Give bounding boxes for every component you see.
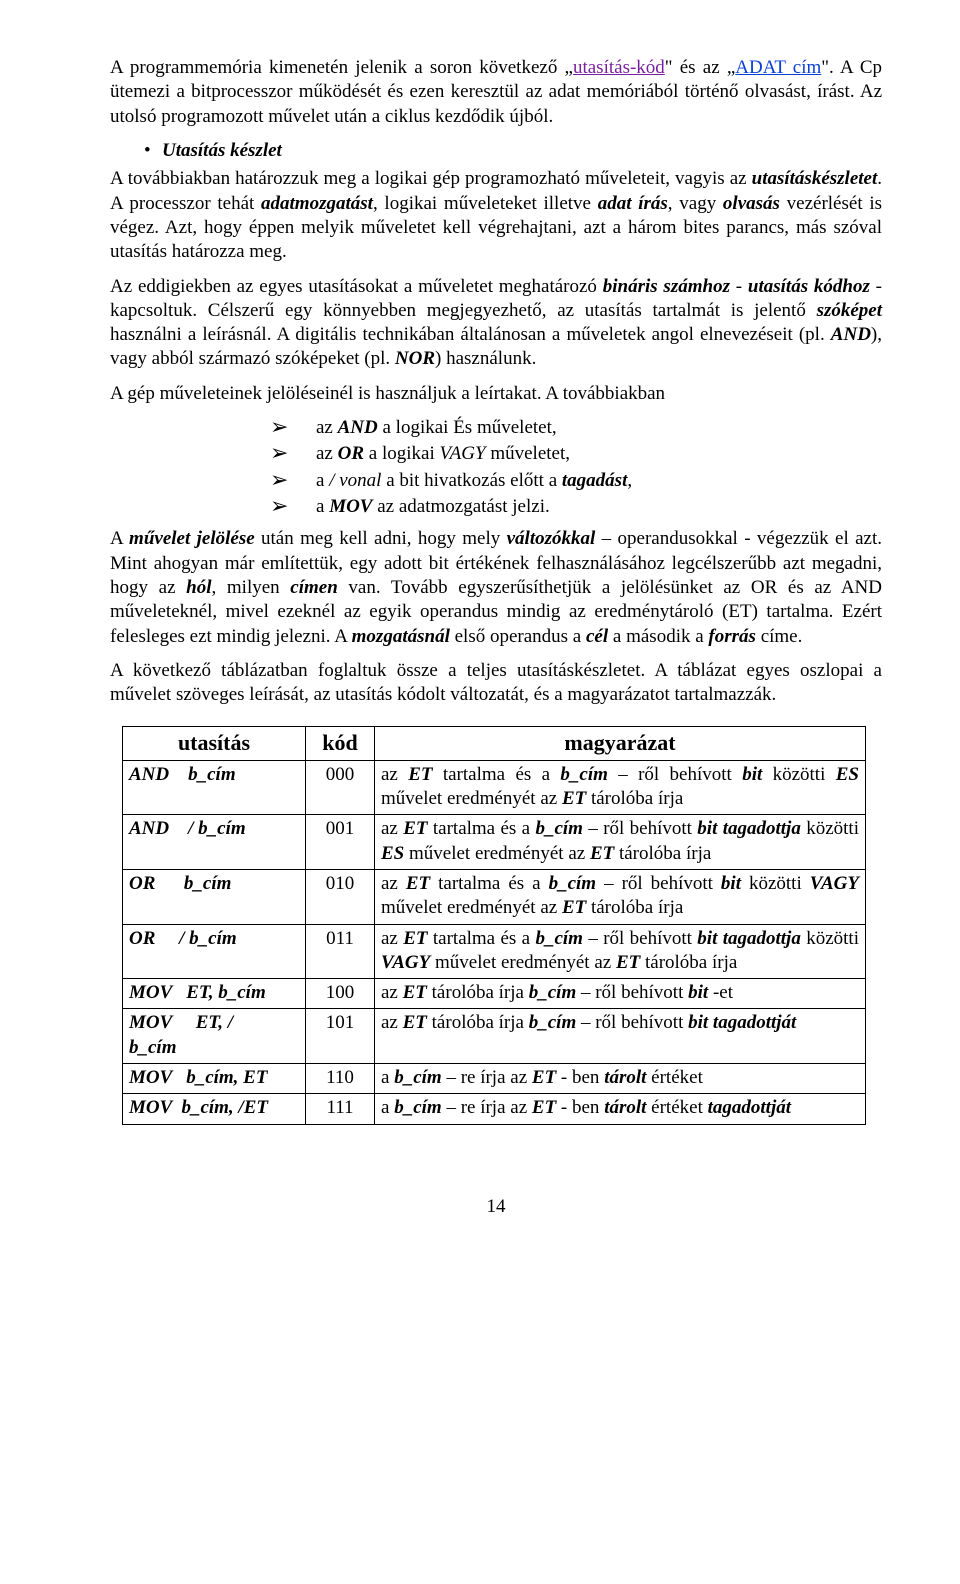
arrow-item-slash: ➢ a / vonal a bit hivatkozás előtt a tag… xyxy=(270,469,882,493)
link-adat-cim[interactable]: ADAT cím xyxy=(735,57,821,78)
cell-explanation: a b_cím – re írja az ET - ben tárolt ért… xyxy=(375,1094,866,1124)
table-row: MOV ET, / b_cím101az ET tárolóba írja b_… xyxy=(123,1009,866,1064)
cell-instruction: MOV b_cím, ET xyxy=(123,1064,306,1094)
cell-code: 001 xyxy=(306,815,375,870)
table-row: OR / b_cím011az ET tartalma és a b_cím –… xyxy=(123,924,866,979)
cell-code: 000 xyxy=(306,760,375,815)
col-header-kod: kód xyxy=(306,726,375,760)
arrow-icon: ➢ xyxy=(270,495,316,519)
table-row: MOV b_cím, ET110a b_cím – re írja az ET … xyxy=(123,1064,866,1094)
table-row: OR b_cím010az ET tartalma és a b_cím – r… xyxy=(123,869,866,924)
cell-code: 010 xyxy=(306,869,375,924)
link-utasitas-kod[interactable]: utasítás-kód xyxy=(573,57,665,78)
arrow-icon: ➢ xyxy=(270,469,316,493)
cell-explanation: az ET tárolóba írja b_cím – ről behívott… xyxy=(375,1009,866,1064)
cell-explanation: az ET tartalma és a b_cím – ről behívott… xyxy=(375,869,866,924)
arrow-icon: ➢ xyxy=(270,442,316,466)
cell-explanation: az ET tartalma és a b_cím – ről behívott… xyxy=(375,815,866,870)
cell-instruction: AND / b_cím xyxy=(123,815,306,870)
table-row: AND b_cím000az ET tartalma és a b_cím – … xyxy=(123,760,866,815)
paragraph-1: A programmemória kimenetén jelenik a sor… xyxy=(110,56,882,129)
arrow-item-or: ➢ az OR a logikai VAGY műveletet, xyxy=(270,442,882,466)
cell-code: 101 xyxy=(306,1009,375,1064)
cell-instruction: MOV ET, b_cím xyxy=(123,979,306,1009)
cell-instruction: OR b_cím xyxy=(123,869,306,924)
paragraph-6: A következő táblázatban foglaltuk össze … xyxy=(110,659,882,708)
paragraph-5: A művelet jelölése után meg kell adni, h… xyxy=(110,527,882,649)
arrow-list: ➢ az AND a logikai És műveletet, ➢ az OR… xyxy=(270,416,882,519)
arrow-item-and: ➢ az AND a logikai És műveletet, xyxy=(270,416,882,440)
cell-instruction: MOV ET, / b_cím xyxy=(123,1009,306,1064)
table-row: MOV b_cím, /ET111a b_cím – re írja az ET… xyxy=(123,1094,866,1124)
cell-explanation: az ET tárolóba írja b_cím – ről behívott… xyxy=(375,979,866,1009)
col-header-utasitas: utasítás xyxy=(123,726,306,760)
table-row: AND / b_cím001az ET tartalma és a b_cím … xyxy=(123,815,866,870)
col-header-magyarazat: magyarázat xyxy=(375,726,866,760)
cell-explanation: a b_cím – re írja az ET - ben tárolt ért… xyxy=(375,1064,866,1094)
cell-explanation: az ET tartalma és a b_cím – ről behívott… xyxy=(375,760,866,815)
cell-code: 011 xyxy=(306,924,375,979)
bullet-utasitas-keszlet: • Utasítás készlet xyxy=(144,139,882,163)
cell-instruction: OR / b_cím xyxy=(123,924,306,979)
cell-explanation: az ET tartalma és a b_cím – ről behívott… xyxy=(375,924,866,979)
paragraph-2: A továbbiakban határozzuk meg a logikai … xyxy=(110,167,882,264)
cell-instruction: AND b_cím xyxy=(123,760,306,815)
cell-instruction: MOV b_cím, /ET xyxy=(123,1094,306,1124)
arrow-icon: ➢ xyxy=(270,416,316,440)
bullet-icon: • xyxy=(144,139,162,163)
cell-code: 111 xyxy=(306,1094,375,1124)
page-number: 14 xyxy=(110,1195,882,1219)
instruction-table: utasítás kód magyarázat AND b_cím000az E… xyxy=(122,726,866,1125)
paragraph-3: Az eddigiekben az egyes utasításokat a m… xyxy=(110,275,882,372)
cell-code: 100 xyxy=(306,979,375,1009)
paragraph-4: A gép műveleteinek jelöléseinél is haszn… xyxy=(110,382,882,406)
cell-code: 110 xyxy=(306,1064,375,1094)
table-header-row: utasítás kód magyarázat xyxy=(123,726,866,760)
arrow-item-mov: ➢ a MOV az adatmozgatást jelzi. xyxy=(270,495,882,519)
table-row: MOV ET, b_cím100az ET tárolóba írja b_cí… xyxy=(123,979,866,1009)
